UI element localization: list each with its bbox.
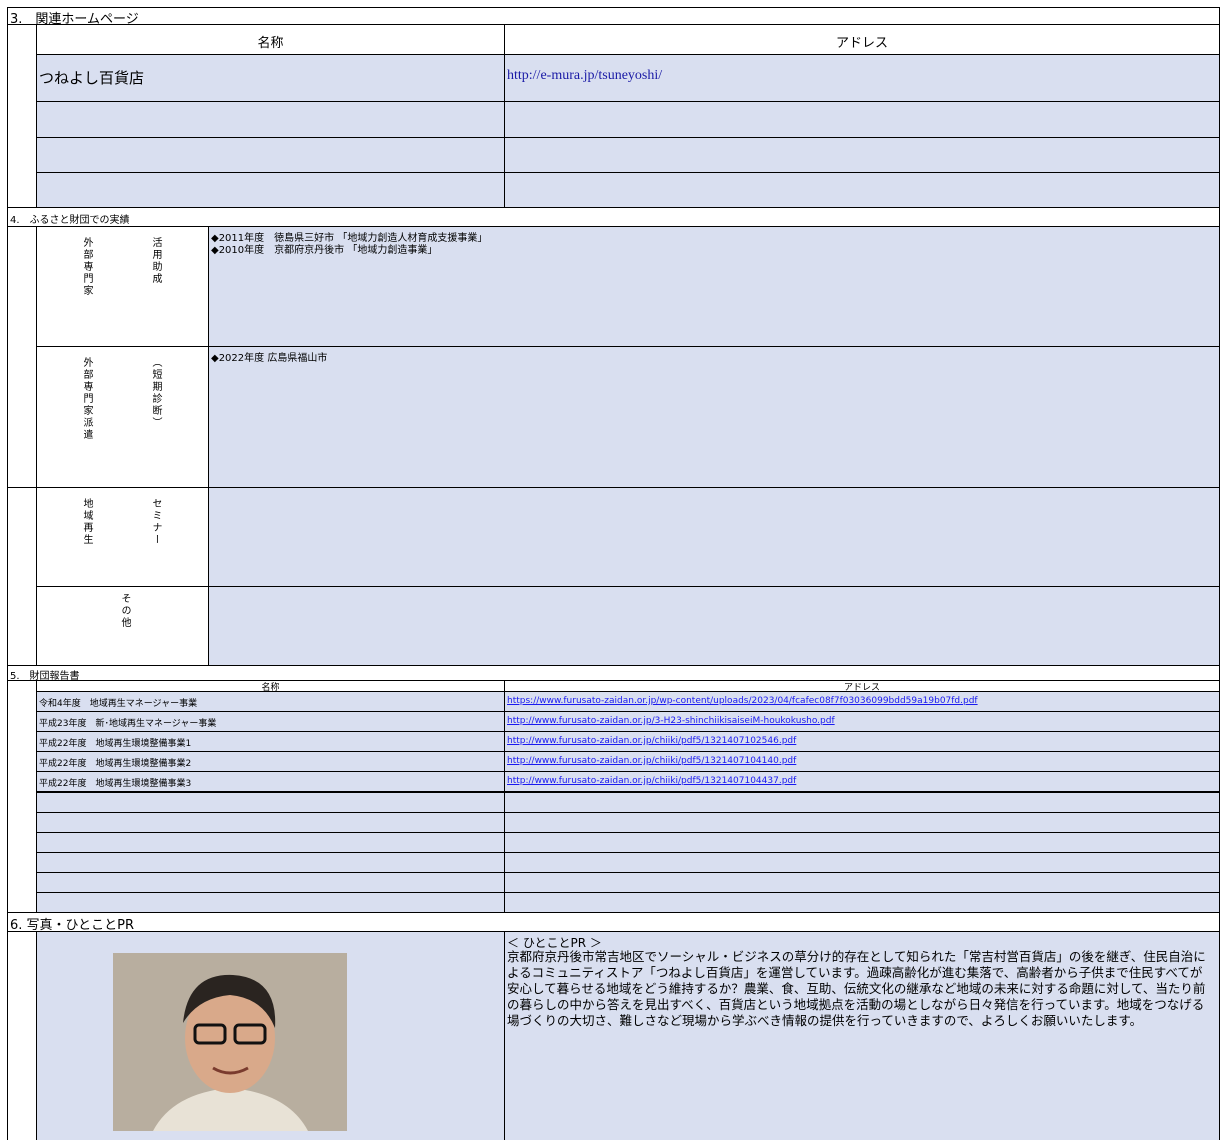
- photo-art: [113, 953, 347, 1131]
- header-text: アドレス: [843, 683, 880, 692]
- link: http://www.furusato-zaidan.or.jp/chiiki/…: [507, 736, 797, 746]
- indent-cell: [7, 24, 37, 208]
- header-text: 名称: [257, 36, 284, 51]
- label-cell: 地域再生 セミナー: [36, 487, 209, 587]
- pr-text: 京都府京丹後市常吉地区でソーシャル・ビジネスの草分け的存在として知られた「常吉村…: [507, 949, 1206, 1028]
- label-cell: 外部専門家 活用助成: [36, 226, 209, 347]
- content-cell: ◆2011年度 徳島県三好市 「地域力創造人材育成支援事業」 ◆2010年度 京都…: [208, 226, 1220, 347]
- table-cell: [36, 892, 505, 913]
- section-title-row: 5. 財団報告書: [7, 665, 1220, 681]
- table-cell: [36, 792, 505, 813]
- table-cell: http://www.furusato-zaidan.or.jp/chiiki/…: [504, 751, 1220, 772]
- table-cell: [504, 892, 1220, 913]
- table-cell: [36, 832, 505, 853]
- photo: [113, 953, 347, 1131]
- label-text: 外部専門家派遣: [81, 357, 92, 441]
- item-text: ◆2010年度 京都府京丹後市 「地域力創造事業」: [211, 245, 438, 256]
- link: http://www.furusato-zaidan.or.jp/3-H23-s…: [507, 716, 835, 726]
- indent-cell: [7, 487, 37, 666]
- label-text: 外部専門家: [81, 237, 92, 297]
- cell-text: 平成23年度 新･地域再生マネージャー事業: [39, 719, 217, 729]
- table-cell: [504, 872, 1220, 893]
- pr-heading: ＜ ひとことPR ＞: [507, 936, 602, 950]
- section-title: 4. ふるさと財団での実績: [10, 215, 130, 226]
- table-cell: 平成22年度 地域再生環境整備事業2: [36, 751, 505, 772]
- label-text: セミナー: [150, 498, 161, 546]
- cell-text: 平成22年度 地域再生環境整備事業2: [39, 759, 192, 769]
- section-title: 5. 財団報告書: [10, 671, 80, 681]
- section-title-row: 6. 写真・ひとことPR: [7, 912, 1220, 932]
- label-cell: その他: [36, 586, 209, 666]
- link: http://www.furusato-zaidan.or.jp/chiiki/…: [507, 756, 797, 766]
- table-cell: http://www.furusato-zaidan.or.jp/3-H23-s…: [504, 711, 1220, 732]
- table-cell: [504, 172, 1220, 208]
- table-cell: [36, 172, 505, 208]
- table-cell: [36, 812, 505, 833]
- link: http://e-mura.jp/tsuneyoshi/: [507, 68, 663, 83]
- header-cell: 名称: [36, 24, 505, 55]
- table-cell: http://e-mura.jp/tsuneyoshi/: [504, 54, 1220, 102]
- content-cell: [208, 586, 1220, 666]
- header-text: 名称: [261, 683, 280, 692]
- table-cell: [36, 852, 505, 873]
- table-cell: [36, 101, 505, 138]
- table-cell: 令和4年度 地域再生マネージャー事業: [36, 691, 505, 712]
- cell-text: 令和4年度 地域再生マネージャー事業: [39, 699, 198, 709]
- section-title-row: 3. 関連ホームページ: [7, 7, 1220, 25]
- table-cell: [504, 137, 1220, 173]
- table-cell: [504, 832, 1220, 853]
- section-title: 3. 関連ホームページ: [10, 12, 139, 25]
- section-title-row: 4. ふるさと財団での実績: [7, 207, 1220, 227]
- label-text: 活用助成: [150, 237, 161, 285]
- item-text: ◆2011年度 徳島県三好市 「地域力創造人材育成支援事業」: [211, 233, 488, 244]
- header-text: アドレス: [835, 36, 888, 51]
- label-text: （短期診断）: [150, 357, 161, 429]
- link: https://www.furusato-zaidan.or.jp/wp-con…: [507, 696, 978, 706]
- table-cell: [504, 792, 1220, 813]
- label-cell: 外部専門家派遣 （短期診断）: [36, 346, 209, 488]
- section-title: 6. 写真・ひとことPR: [10, 918, 135, 932]
- cell-text: 平成22年度 地域再生環境整備事業1: [39, 739, 192, 749]
- item-text: ◆2022年度 広島県福山市: [211, 353, 328, 364]
- table-cell: つねよし百貨店: [36, 54, 505, 102]
- table-cell: [36, 137, 505, 173]
- table-cell: http://www.furusato-zaidan.or.jp/chiiki/…: [504, 731, 1220, 752]
- content-cell: ◆2022年度 広島県福山市: [208, 346, 1220, 488]
- header-cell: アドレス: [504, 24, 1220, 55]
- label-text: その他: [119, 593, 130, 629]
- table-cell: 平成22年度 地域再生環境整備事業3: [36, 771, 505, 792]
- table-cell: [504, 101, 1220, 138]
- pr-cell: ＜ ひとことPR ＞京都府京丹後市常吉地区でソーシャル・ビジネスの草分け的存在と…: [504, 931, 1220, 1140]
- table-cell: [36, 872, 505, 893]
- indent-cell: [7, 226, 37, 488]
- table-cell: 平成22年度 地域再生環境整備事業1: [36, 731, 505, 752]
- indent-cell: [7, 931, 37, 1140]
- table-cell: [504, 812, 1220, 833]
- content-cell: [208, 487, 1220, 587]
- table-cell: http://www.furusato-zaidan.or.jp/chiiki/…: [504, 771, 1220, 792]
- link: http://www.furusato-zaidan.or.jp/chiiki/…: [507, 776, 797, 786]
- label-text: 地域再生: [81, 498, 92, 546]
- cell-text: 平成22年度 地域再生環境整備事業3: [39, 779, 192, 789]
- table-cell: 平成23年度 新･地域再生マネージャー事業: [36, 711, 505, 732]
- table-cell: [504, 852, 1220, 873]
- indent-cell: [7, 680, 37, 913]
- table-cell: https://www.furusato-zaidan.or.jp/wp-con…: [504, 691, 1220, 712]
- cell-text: つねよし百貨店: [39, 69, 145, 87]
